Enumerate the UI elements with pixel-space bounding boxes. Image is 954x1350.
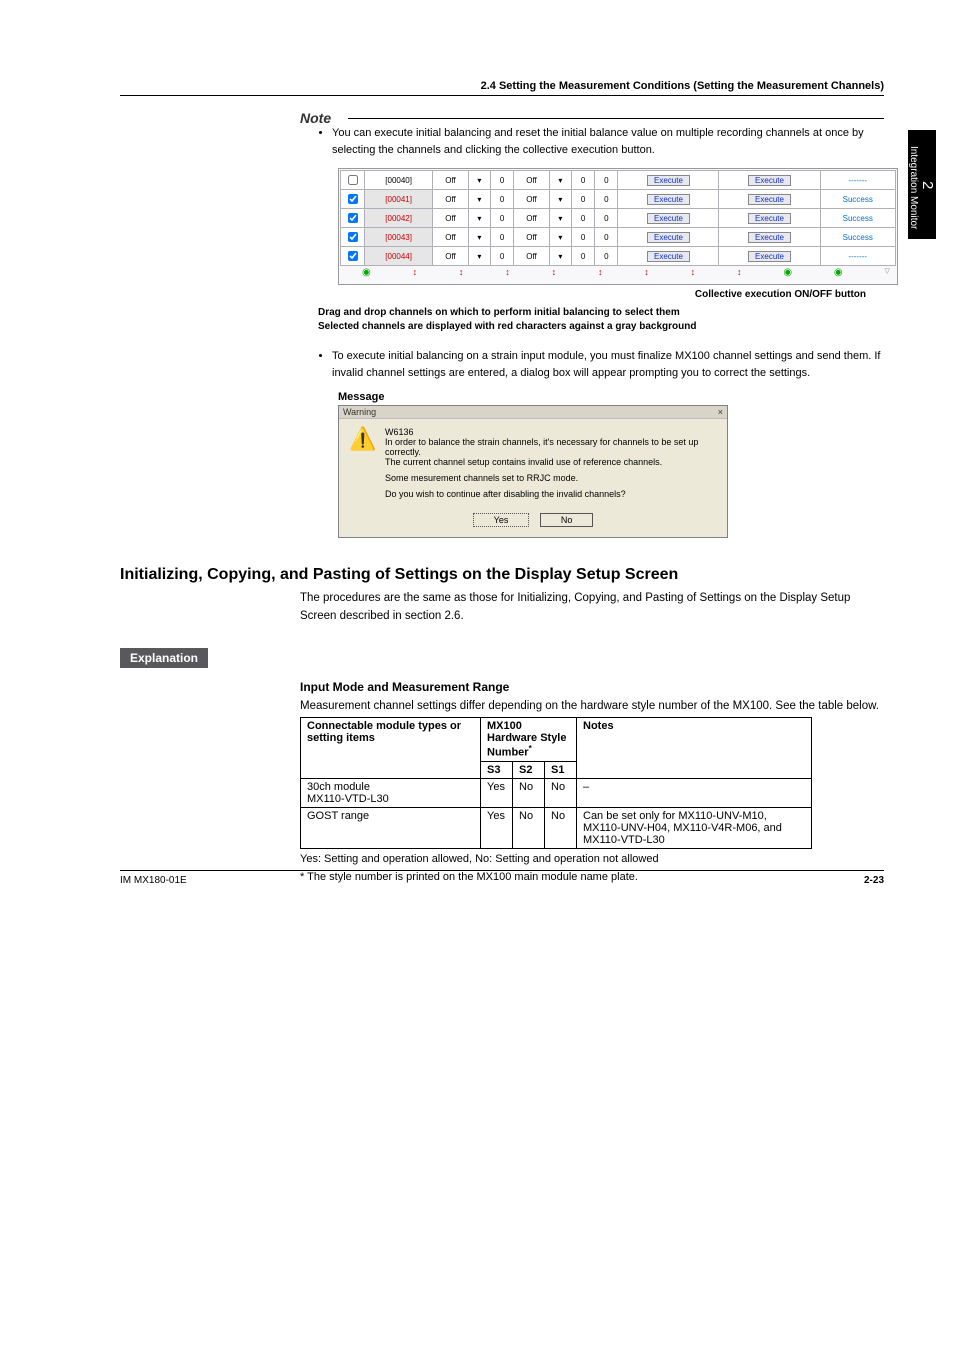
message-heading: Message: [338, 391, 884, 403]
result-cell: -------: [820, 247, 895, 266]
result-cell: Success: [820, 209, 895, 228]
dialog-code: W6136: [385, 427, 717, 437]
chapter-label: Integration Monitor: [908, 146, 919, 229]
dropdown[interactable]: ▾: [549, 171, 571, 190]
row-checkbox[interactable]: [341, 228, 365, 247]
execute-button[interactable]: Execute: [748, 251, 791, 262]
scroll-down-icon[interactable]: ▽: [884, 267, 889, 278]
section-header: 2.4 Setting the Measurement Conditions (…: [120, 80, 884, 96]
dialog-title: Warning: [343, 407, 376, 417]
hardware-style-table: Connectable module types or setting item…: [300, 717, 812, 849]
table-row: 30ch moduleMX110-VTD-L30 Yes No No –: [301, 779, 812, 808]
note-body-1: You can execute initial balancing and re…: [318, 125, 884, 158]
dropdown[interactable]: ▾: [468, 209, 490, 228]
channel-id: [00044]: [365, 247, 433, 266]
execute-button[interactable]: Execute: [748, 232, 791, 243]
yes-button[interactable]: Yes: [473, 513, 530, 527]
warning-dialog: Warning × ⚠️ W6136 In order to balance t…: [338, 405, 728, 538]
caption-bold: Drag and drop channels on which to perfo…: [318, 306, 884, 334]
dropdown[interactable]: ▾: [468, 228, 490, 247]
execute-button[interactable]: Execute: [647, 251, 690, 262]
warning-icon: ⚠️: [349, 427, 375, 451]
ring-icon: ◉: [362, 267, 371, 278]
row-checkbox[interactable]: [341, 171, 365, 190]
note-rule: [348, 118, 884, 119]
page-footer: IM MX180-01E 2-23: [120, 870, 884, 886]
row-checkbox[interactable]: [341, 209, 365, 228]
para-init: The procedures are the same as those for…: [300, 590, 884, 626]
chapter-tab: 2 Integration Monitor: [908, 130, 936, 239]
channel-table: [00040]Off▾0Off▾00ExecuteExecute-------[…: [338, 168, 898, 285]
explanation-tag: Explanation: [120, 648, 208, 668]
close-icon[interactable]: ×: [718, 407, 723, 417]
heading-initializing: Initializing, Copying, and Pasting of Se…: [120, 566, 884, 584]
execute-button[interactable]: Execute: [647, 194, 690, 205]
collective-label: Collective execution ON/OFF button: [338, 289, 866, 300]
execute-button[interactable]: Execute: [748, 175, 791, 186]
ring-icon: ◉: [783, 267, 792, 278]
chapter-number: 2: [919, 140, 936, 229]
dropdown[interactable]: ▾: [549, 190, 571, 209]
execute-button[interactable]: Execute: [647, 213, 690, 224]
dropdown[interactable]: ▾: [549, 228, 571, 247]
heading-input-mode: Input Mode and Measurement Range: [300, 680, 884, 694]
result-cell: Success: [820, 228, 895, 247]
no-button[interactable]: No: [540, 513, 594, 527]
row-checkbox[interactable]: [341, 190, 365, 209]
dropdown[interactable]: ▾: [468, 247, 490, 266]
channel-id: [00040]: [365, 171, 433, 190]
channel-id: [00043]: [365, 228, 433, 247]
para-input: Measurement channel settings differ depe…: [300, 698, 884, 716]
dropdown[interactable]: ▾: [549, 209, 571, 228]
dropdown[interactable]: ▾: [468, 190, 490, 209]
ring-icon: ◉: [834, 267, 843, 278]
execute-button[interactable]: Execute: [748, 213, 791, 224]
execute-button[interactable]: Execute: [647, 232, 690, 243]
doc-id: IM MX180-01E: [120, 875, 187, 886]
execute-button[interactable]: Execute: [647, 175, 690, 186]
page-number: 2-23: [864, 875, 884, 886]
footnote-1: Yes: Setting and operation allowed, No: …: [300, 852, 884, 867]
row-checkbox[interactable]: [341, 247, 365, 266]
dropdown[interactable]: ▾: [468, 171, 490, 190]
channel-id: [00042]: [365, 209, 433, 228]
result-cell: -------: [820, 171, 895, 190]
dropdown[interactable]: ▾: [549, 247, 571, 266]
execute-button[interactable]: Execute: [748, 194, 791, 205]
table-row: GOST range Yes No No Can be set only for…: [301, 808, 812, 849]
note-body-2: To execute initial balancing on a strain…: [318, 348, 884, 381]
result-cell: Success: [820, 190, 895, 209]
note-title: Note: [300, 110, 331, 126]
channel-id: [00041]: [365, 190, 433, 209]
